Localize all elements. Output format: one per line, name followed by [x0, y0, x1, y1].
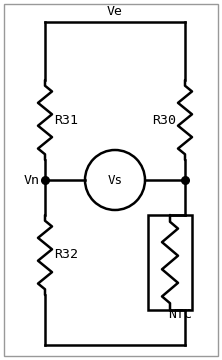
Text: R30: R30 [152, 113, 176, 126]
Text: Vs: Vs [107, 174, 123, 186]
Text: NTC: NTC [168, 308, 192, 321]
Text: Ve: Ve [107, 5, 123, 18]
Bar [148, 215, 192, 310]
Text: R31: R31 [54, 113, 78, 126]
Text: Vn: Vn [24, 174, 40, 186]
Text: R32: R32 [54, 248, 78, 261]
